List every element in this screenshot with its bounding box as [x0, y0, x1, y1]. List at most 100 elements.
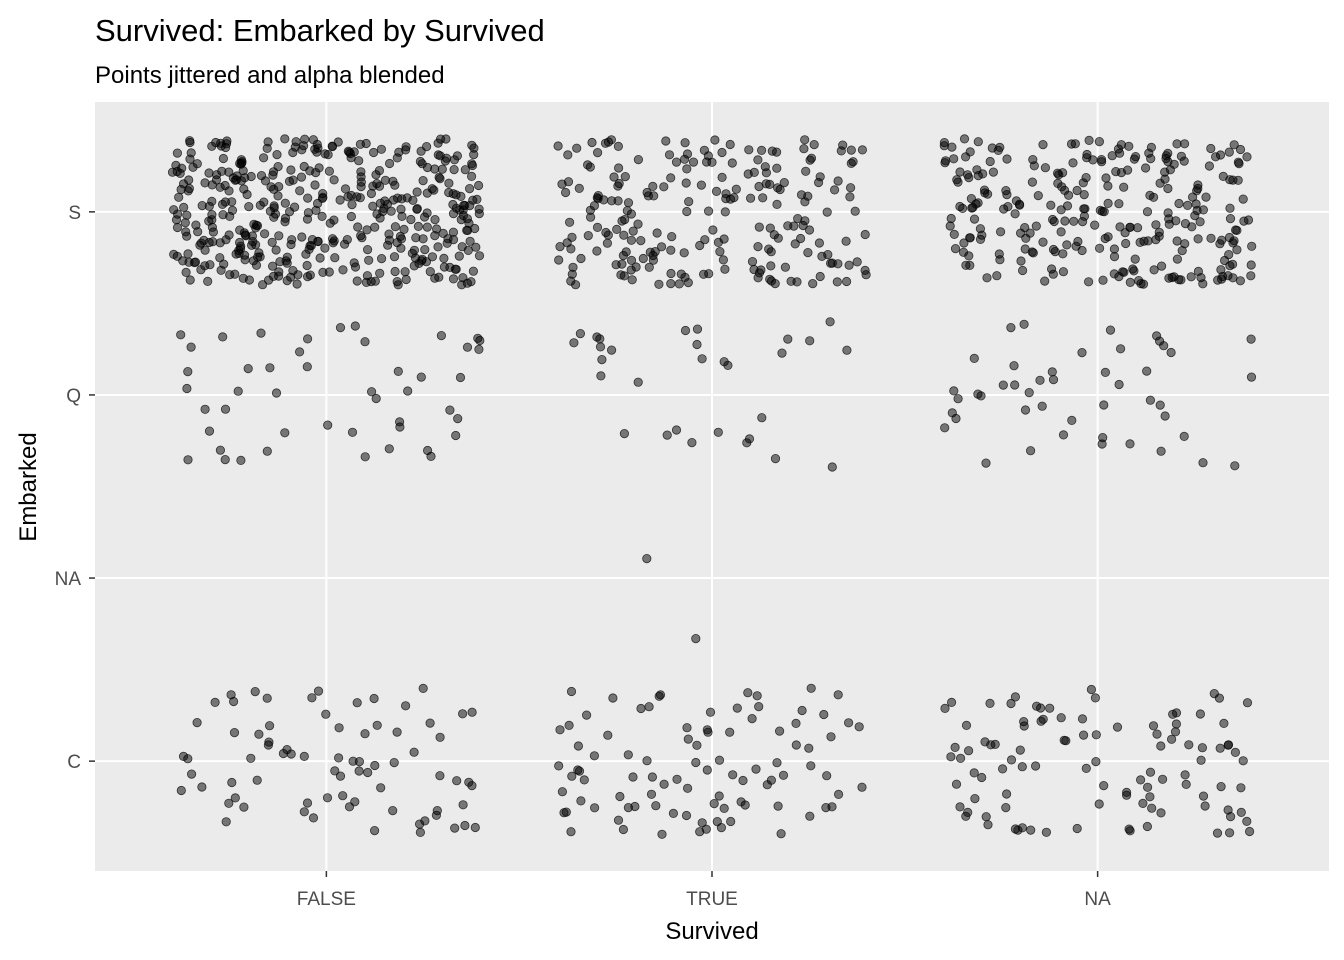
data-point	[230, 793, 240, 803]
data-point	[1062, 240, 1072, 250]
data-point	[347, 200, 357, 210]
data-point	[335, 195, 345, 205]
data-point	[681, 810, 692, 821]
data-point	[207, 196, 217, 206]
data-point	[1228, 259, 1238, 269]
data-point	[1053, 168, 1063, 178]
data-point	[949, 229, 959, 239]
data-point	[777, 348, 787, 358]
data-point	[1114, 379, 1124, 390]
data-point	[244, 275, 254, 285]
data-point	[265, 363, 275, 373]
data-point	[815, 271, 825, 282]
data-point	[720, 264, 730, 274]
data-point	[743, 688, 753, 698]
data-point	[980, 737, 990, 747]
data-point	[757, 413, 767, 423]
data-point	[178, 751, 189, 762]
data-point	[668, 808, 679, 819]
data-point	[576, 796, 586, 806]
data-point	[457, 280, 467, 290]
data-point	[819, 709, 829, 720]
data-point	[850, 206, 860, 216]
data-point	[554, 255, 564, 265]
data-point	[766, 247, 776, 257]
data-point	[244, 202, 254, 212]
data-point	[354, 756, 364, 767]
data-point	[702, 725, 712, 735]
data-point	[804, 743, 814, 753]
data-point	[1084, 135, 1094, 145]
data-point	[350, 321, 360, 331]
data-point	[792, 277, 802, 287]
data-point	[770, 453, 781, 464]
data-point	[284, 176, 295, 186]
data-point	[271, 388, 282, 398]
data-point	[1223, 805, 1233, 815]
data-point	[848, 157, 858, 167]
data-point	[703, 206, 714, 216]
data-point	[961, 720, 972, 731]
data-point	[425, 718, 435, 728]
data-point	[1225, 203, 1235, 213]
data-point	[392, 276, 402, 287]
data-point	[250, 686, 260, 697]
data-point	[1116, 344, 1126, 354]
data-point	[1198, 791, 1209, 801]
data-point	[354, 766, 364, 776]
data-point	[1124, 824, 1134, 834]
data-point	[852, 257, 862, 267]
data-point	[390, 266, 400, 277]
data-point	[1011, 196, 1022, 206]
data-point	[589, 201, 600, 211]
data-point	[1163, 183, 1173, 194]
data-point	[568, 262, 578, 272]
data-point	[1144, 148, 1154, 158]
data-point	[712, 816, 722, 827]
data-point	[1038, 237, 1048, 247]
data-point	[1109, 244, 1120, 254]
data-point	[987, 143, 997, 153]
data-point	[1006, 755, 1017, 765]
data-point	[1121, 238, 1131, 249]
data-point	[220, 404, 231, 414]
data-point	[613, 196, 623, 206]
data-point	[1169, 272, 1179, 282]
data-point	[1165, 165, 1176, 175]
data-point	[806, 761, 816, 771]
data-point	[376, 144, 386, 154]
data-point	[1072, 185, 1082, 196]
data-point	[1183, 200, 1193, 210]
data-point	[462, 214, 472, 224]
data-point	[1232, 245, 1242, 255]
data-point	[1130, 254, 1140, 264]
data-point	[953, 394, 963, 404]
data-point	[1019, 716, 1029, 727]
data-point	[1115, 148, 1125, 158]
data-point	[375, 213, 385, 223]
data-point	[406, 214, 416, 225]
y-tick-label: NA	[55, 569, 82, 590]
data-point	[606, 345, 617, 355]
data-point	[1040, 163, 1051, 173]
data-point	[280, 134, 290, 144]
data-point	[313, 686, 324, 696]
data-point	[1242, 698, 1253, 708]
data-point	[638, 253, 648, 264]
data-point	[262, 143, 272, 153]
data-point	[185, 154, 195, 164]
y-axis-title: Embarked	[15, 432, 42, 541]
data-point	[1091, 756, 1101, 767]
data-point	[626, 235, 637, 245]
data-point	[1058, 267, 1069, 277]
data-point	[400, 145, 411, 155]
data-point	[451, 190, 461, 200]
data-point	[805, 336, 815, 346]
data-point	[469, 143, 479, 153]
data-point	[458, 800, 468, 810]
data-point	[1048, 214, 1058, 225]
data-point	[302, 260, 312, 271]
data-point	[433, 242, 443, 252]
data-point	[1225, 828, 1235, 838]
data-point	[1015, 228, 1026, 238]
